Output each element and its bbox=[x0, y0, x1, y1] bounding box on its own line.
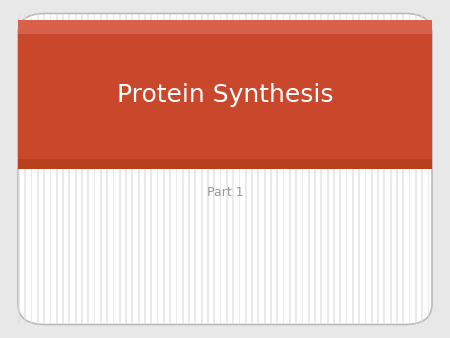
Bar bbox=[31, 14, 32, 324]
Bar bbox=[289, 14, 291, 324]
Bar bbox=[207, 14, 209, 324]
Bar bbox=[201, 14, 203, 324]
Bar bbox=[333, 14, 335, 324]
Bar bbox=[18, 34, 432, 159]
Bar bbox=[81, 14, 83, 324]
Bar bbox=[125, 14, 127, 324]
Bar bbox=[18, 20, 432, 34]
Bar bbox=[371, 14, 373, 324]
Text: Part 1: Part 1 bbox=[207, 186, 243, 199]
Bar bbox=[62, 14, 64, 324]
Bar bbox=[226, 14, 228, 324]
Bar bbox=[238, 14, 240, 324]
Bar bbox=[144, 14, 146, 324]
Bar bbox=[50, 14, 51, 324]
Bar bbox=[176, 14, 177, 324]
Bar bbox=[409, 14, 410, 324]
Bar bbox=[390, 14, 392, 324]
Bar bbox=[182, 14, 184, 324]
Bar bbox=[257, 14, 259, 324]
Bar bbox=[383, 14, 385, 324]
Bar bbox=[43, 14, 45, 324]
Bar bbox=[131, 14, 133, 324]
Bar bbox=[94, 14, 95, 324]
Bar bbox=[163, 14, 165, 324]
Bar bbox=[339, 14, 341, 324]
Bar bbox=[24, 14, 26, 324]
Bar bbox=[87, 14, 89, 324]
Bar bbox=[56, 14, 58, 324]
Bar bbox=[308, 14, 310, 324]
Bar bbox=[276, 14, 278, 324]
Bar bbox=[421, 14, 423, 324]
Bar bbox=[302, 14, 303, 324]
Bar bbox=[150, 14, 152, 324]
Bar bbox=[314, 14, 316, 324]
Bar bbox=[270, 14, 272, 324]
Bar bbox=[18, 159, 432, 169]
Bar bbox=[37, 14, 39, 324]
Text: Protein Synthesis: Protein Synthesis bbox=[117, 82, 333, 107]
Bar bbox=[402, 14, 404, 324]
Bar bbox=[188, 14, 190, 324]
Bar bbox=[428, 14, 429, 324]
Bar bbox=[396, 14, 398, 324]
Bar bbox=[213, 14, 215, 324]
Bar bbox=[245, 14, 247, 324]
FancyBboxPatch shape bbox=[18, 14, 432, 324]
Bar bbox=[194, 14, 196, 324]
Bar bbox=[169, 14, 171, 324]
Bar bbox=[358, 14, 360, 324]
Bar bbox=[75, 14, 76, 324]
Bar bbox=[251, 14, 253, 324]
Bar bbox=[106, 14, 108, 324]
Bar bbox=[100, 14, 102, 324]
Bar bbox=[18, 14, 20, 324]
Bar bbox=[112, 14, 114, 324]
Bar bbox=[352, 14, 354, 324]
Bar bbox=[68, 14, 70, 324]
Bar bbox=[377, 14, 379, 324]
Bar bbox=[320, 14, 322, 324]
Bar bbox=[157, 14, 158, 324]
Bar bbox=[119, 14, 121, 324]
Bar bbox=[232, 14, 234, 324]
Bar bbox=[364, 14, 366, 324]
Bar bbox=[415, 14, 417, 324]
Bar bbox=[295, 14, 297, 324]
Bar bbox=[346, 14, 347, 324]
Bar bbox=[283, 14, 284, 324]
Bar bbox=[327, 14, 328, 324]
Bar bbox=[264, 14, 266, 324]
Bar bbox=[138, 14, 140, 324]
Bar bbox=[220, 14, 221, 324]
